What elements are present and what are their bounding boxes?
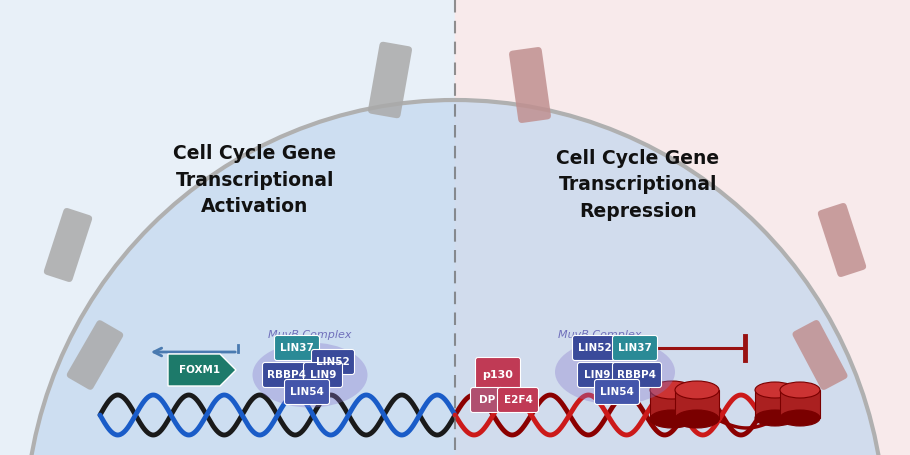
Text: Cell Cycle Gene
Transcriptional
Activation: Cell Cycle Gene Transcriptional Activati…: [174, 144, 337, 216]
Polygon shape: [168, 354, 236, 386]
FancyBboxPatch shape: [470, 388, 503, 413]
Text: LIN52: LIN52: [578, 343, 612, 353]
Text: LIN9: LIN9: [309, 370, 336, 380]
Text: RBBP4: RBBP4: [618, 370, 656, 380]
FancyBboxPatch shape: [304, 363, 342, 388]
Text: RBBP4: RBBP4: [268, 370, 307, 380]
Text: MuvB Complex: MuvB Complex: [558, 330, 642, 340]
FancyBboxPatch shape: [285, 379, 329, 404]
Bar: [650, 390, 694, 419]
FancyBboxPatch shape: [262, 363, 311, 388]
Wedge shape: [25, 100, 885, 455]
FancyBboxPatch shape: [818, 203, 866, 277]
FancyBboxPatch shape: [612, 335, 658, 360]
Ellipse shape: [755, 410, 795, 426]
Text: LIN52: LIN52: [316, 357, 349, 367]
FancyBboxPatch shape: [66, 320, 123, 390]
FancyBboxPatch shape: [368, 42, 412, 118]
Text: DP: DP: [479, 395, 495, 405]
Bar: [0, 0, 455, 455]
Ellipse shape: [675, 410, 719, 428]
Text: p130: p130: [482, 370, 513, 380]
Bar: [675, 390, 719, 419]
FancyBboxPatch shape: [578, 363, 616, 388]
FancyBboxPatch shape: [612, 363, 662, 388]
FancyBboxPatch shape: [311, 349, 355, 374]
Bar: [455, 0, 910, 455]
Text: LIN9: LIN9: [584, 370, 611, 380]
Text: LIN37: LIN37: [280, 343, 314, 353]
FancyBboxPatch shape: [572, 335, 618, 360]
Ellipse shape: [780, 410, 820, 426]
Text: FOXM1: FOXM1: [179, 365, 220, 375]
FancyBboxPatch shape: [44, 208, 92, 282]
Ellipse shape: [780, 382, 820, 398]
Text: E2F4: E2F4: [503, 395, 532, 405]
FancyBboxPatch shape: [594, 379, 640, 404]
FancyBboxPatch shape: [476, 358, 521, 393]
Ellipse shape: [650, 410, 694, 428]
Ellipse shape: [675, 381, 719, 399]
Text: LIN54: LIN54: [600, 387, 634, 397]
Ellipse shape: [755, 382, 795, 398]
Bar: [755, 390, 795, 418]
FancyBboxPatch shape: [793, 320, 847, 390]
Bar: [780, 390, 820, 418]
Text: MuvB Complex: MuvB Complex: [268, 330, 352, 340]
Ellipse shape: [650, 381, 694, 399]
Text: LIN54: LIN54: [290, 387, 324, 397]
FancyBboxPatch shape: [275, 335, 319, 360]
FancyBboxPatch shape: [498, 388, 539, 413]
FancyBboxPatch shape: [509, 47, 551, 123]
Ellipse shape: [555, 339, 675, 404]
Ellipse shape: [252, 343, 368, 408]
Text: LIN37: LIN37: [618, 343, 652, 353]
Text: Cell Cycle Gene
Transcriptional
Repression: Cell Cycle Gene Transcriptional Repressi…: [556, 149, 720, 221]
